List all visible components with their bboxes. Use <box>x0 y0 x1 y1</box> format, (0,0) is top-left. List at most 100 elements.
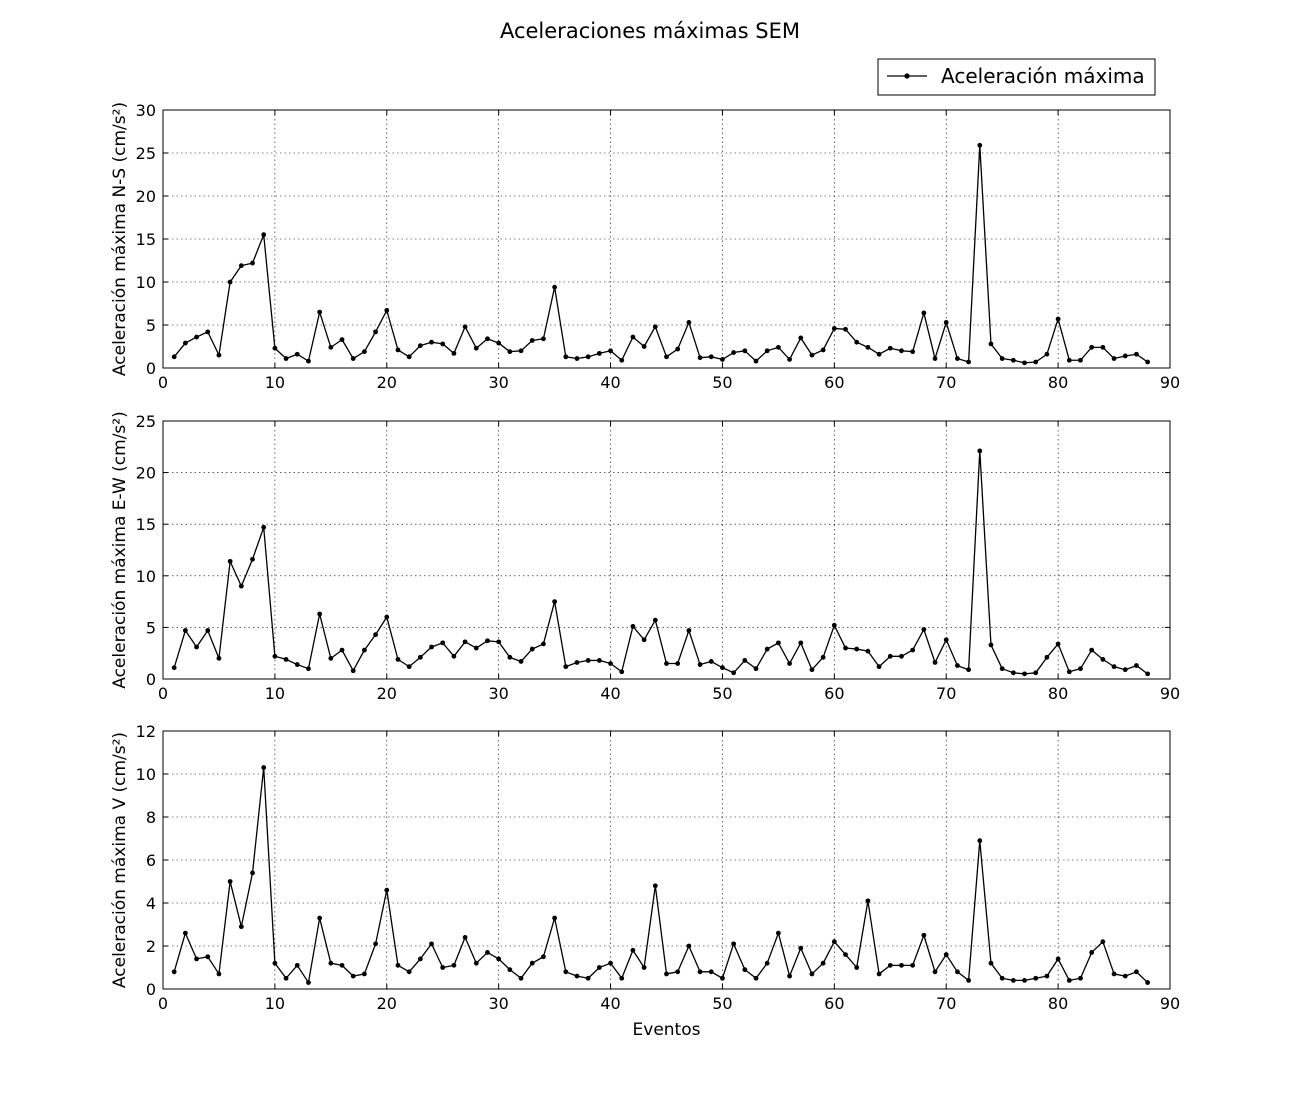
data-point-v-17 <box>350 973 356 979</box>
data-point-ns-20 <box>384 307 390 313</box>
data-point-ns-31 <box>507 349 513 355</box>
data-point-ew-26 <box>451 653 457 659</box>
data-point-ns-17 <box>350 356 356 361</box>
data-point-v-11 <box>283 975 289 981</box>
data-point-ns-23 <box>417 343 423 349</box>
y-tick-label-ew-2: 10 <box>136 567 156 586</box>
data-point-ew-3 <box>194 644 199 650</box>
y-tick-label-ns-4: 20 <box>136 187 156 206</box>
y-tick-label-ew-3: 15 <box>136 515 156 534</box>
data-point-ns-15 <box>328 344 334 350</box>
data-point-ew-82 <box>1078 666 1083 672</box>
x-tick-label-ns-2: 20 <box>377 373 397 392</box>
data-point-v-59 <box>820 960 826 966</box>
data-point-ew-13 <box>306 666 311 672</box>
data-point-ew-21 <box>395 656 401 662</box>
data-point-ns-42 <box>630 334 636 340</box>
data-point-v-72 <box>966 978 971 983</box>
y-tick-label-v-0: 0 <box>146 980 156 999</box>
y-tick-label-ew-0: 0 <box>146 670 156 689</box>
data-point-ns-48 <box>697 355 703 361</box>
data-point-ns-59 <box>820 347 826 353</box>
data-point-ew-52 <box>742 658 748 663</box>
data-point-v-25 <box>440 965 446 970</box>
data-point-ew-29 <box>485 638 490 644</box>
data-point-ew-28 <box>473 645 479 651</box>
data-point-v-84 <box>1100 939 1106 945</box>
data-point-v-28 <box>473 960 479 966</box>
data-point-ns-51 <box>731 350 737 355</box>
data-point-v-60 <box>831 939 837 945</box>
y-tick-label-ns-1: 5 <box>146 316 156 335</box>
data-point-v-6 <box>227 879 233 884</box>
data-point-ns-43 <box>641 344 647 349</box>
data-point-ew-31 <box>507 654 513 660</box>
y-tick-label-ns-5: 25 <box>136 144 156 163</box>
legend-label: Aceleración máxima <box>941 64 1145 88</box>
data-point-v-14 <box>317 915 323 921</box>
data-point-v-41 <box>619 975 625 981</box>
data-point-v-22 <box>406 969 412 975</box>
data-point-v-48 <box>697 969 703 975</box>
data-point-ns-53 <box>753 358 759 364</box>
data-point-ew-64 <box>876 664 882 670</box>
data-point-ns-64 <box>876 351 882 357</box>
data-point-ew-50 <box>720 665 725 671</box>
x-tick-label-v-9: 90 <box>1160 994 1180 1013</box>
data-point-ew-60 <box>831 622 837 628</box>
data-point-ew-78 <box>1033 670 1039 676</box>
data-point-ns-10 <box>272 345 278 351</box>
data-point-ns-47 <box>686 320 692 325</box>
data-point-ns-7 <box>238 263 244 269</box>
data-point-ns-87 <box>1134 351 1139 357</box>
data-point-ew-30 <box>496 639 502 645</box>
data-point-v-15 <box>328 960 334 966</box>
panel-v: 0 10 20 30 40 50 60 70 80 90 0 2 4 6 8 10 12 Aceleración … <box>110 722 1180 1040</box>
data-point-ew-87 <box>1134 663 1139 668</box>
data-point-ew-71 <box>955 663 960 668</box>
data-point-v-35 <box>552 915 558 921</box>
data-point-v-83 <box>1089 950 1095 955</box>
y-tick-label-ew-1: 5 <box>146 618 156 637</box>
data-point-ew-56 <box>787 661 792 666</box>
data-point-v-24 <box>429 941 434 947</box>
data-point-v-69 <box>932 969 938 975</box>
x-tick-label-ns-5: 50 <box>712 373 732 392</box>
data-point-ns-61 <box>843 326 848 332</box>
data-point-ew-11 <box>283 656 289 662</box>
data-point-ns-2 <box>182 340 188 346</box>
data-point-ew-47 <box>686 628 692 633</box>
data-point-v-3 <box>194 956 199 962</box>
data-point-ew-77 <box>1022 671 1027 677</box>
data-point-v-51 <box>731 941 737 947</box>
data-point-ns-14 <box>317 309 323 315</box>
data-point-ns-63 <box>865 344 871 350</box>
data-point-ew-38 <box>585 658 591 663</box>
data-point-ns-75 <box>999 356 1005 361</box>
data-point-v-71 <box>955 969 960 975</box>
data-point-ew-25 <box>440 640 446 646</box>
data-point-ew-34 <box>541 641 546 647</box>
data-point-v-20 <box>384 887 390 893</box>
data-point-v-30 <box>496 956 502 962</box>
data-point-ew-12 <box>294 662 300 667</box>
data-point-ew-79 <box>1044 654 1050 660</box>
data-point-ew-23 <box>417 654 423 660</box>
data-point-ew-74 <box>988 642 994 648</box>
data-point-v-36 <box>563 969 569 975</box>
x-tick-label-ns-4: 40 <box>600 373 620 392</box>
figure-title: Aceleraciones máximas SEM <box>500 19 800 43</box>
series-line-v <box>173 766 1149 984</box>
data-point-ew-44 <box>652 617 658 623</box>
data-point-ns-3 <box>194 334 199 340</box>
x-tick-label-ew-1: 10 <box>265 684 285 703</box>
data-point-ns-33 <box>529 338 535 343</box>
data-point-ns-46 <box>675 346 681 352</box>
data-point-ns-66 <box>899 348 904 354</box>
data-point-ew-16 <box>339 647 345 653</box>
data-point-ns-1 <box>171 354 177 360</box>
data-point-ew-76 <box>1010 670 1016 676</box>
data-point-ns-57 <box>798 335 804 341</box>
y-tick-label-v-6: 12 <box>136 722 156 741</box>
